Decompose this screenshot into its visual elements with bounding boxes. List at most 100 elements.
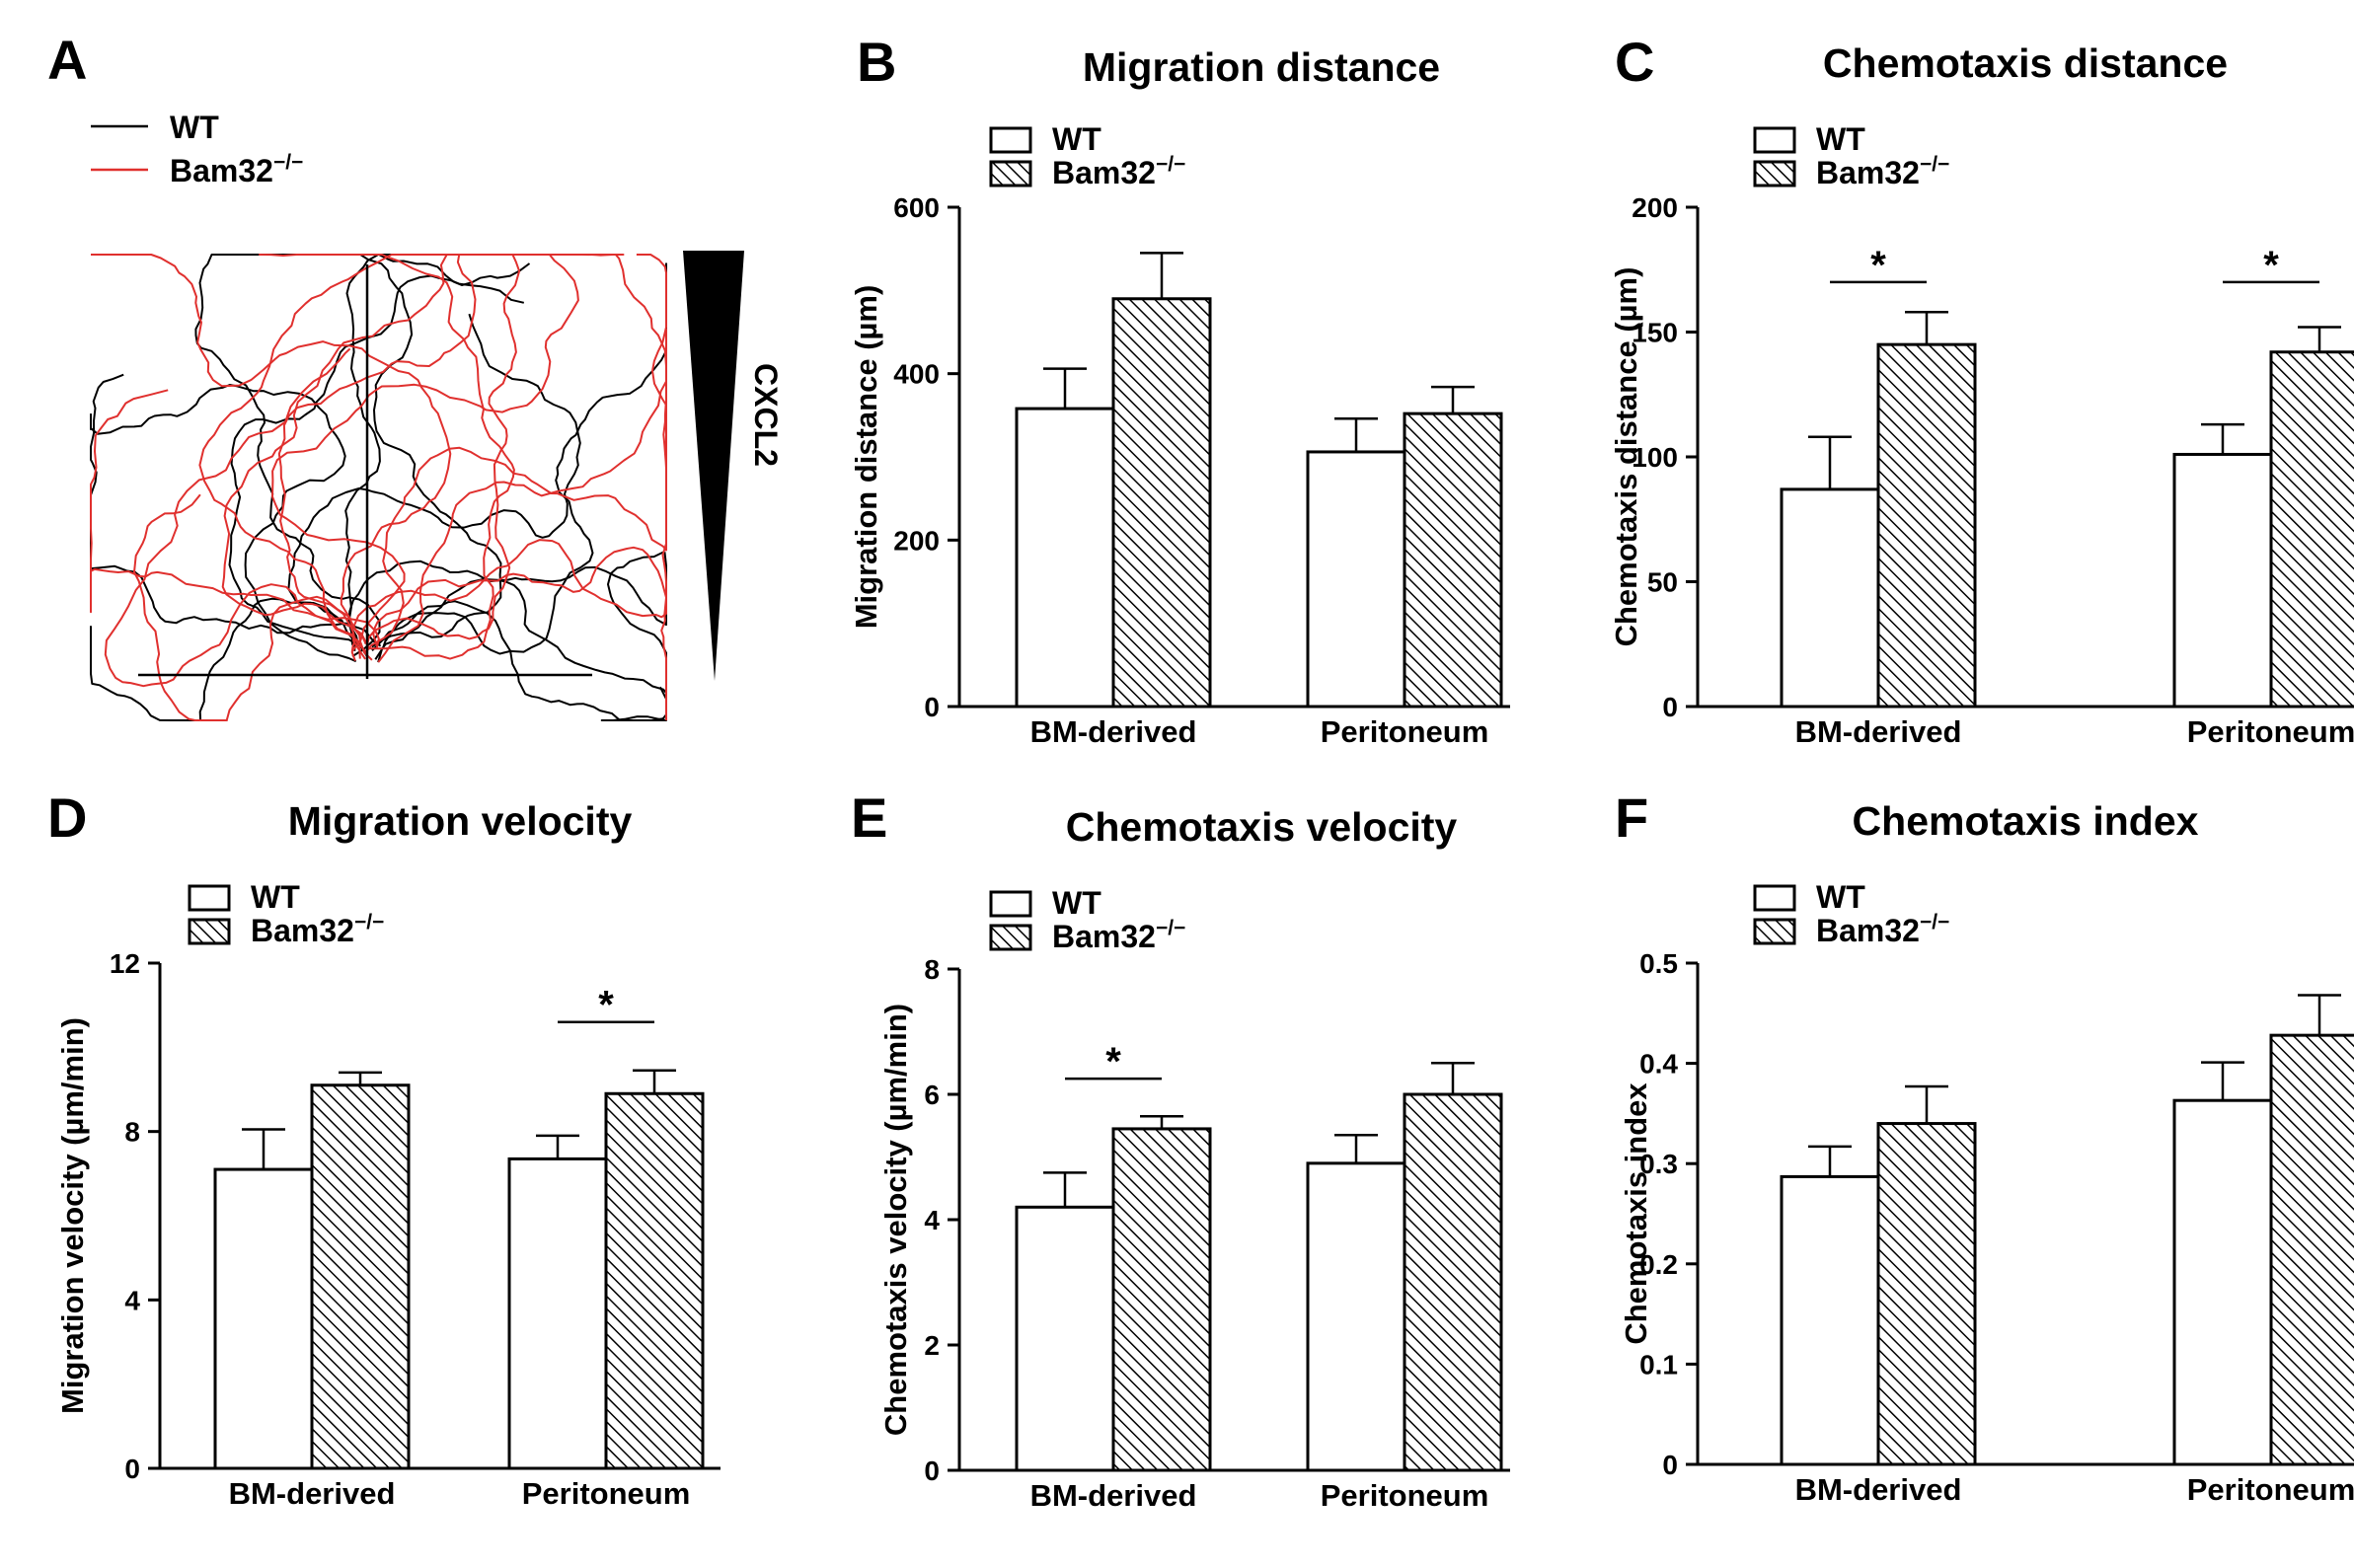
y-tick-label: 100 xyxy=(1632,442,1678,473)
x-category-label: Peritoneum xyxy=(2187,1472,2354,1507)
x-category-label: BM-derived xyxy=(1795,1472,1962,1507)
cell-track xyxy=(133,493,367,721)
y-tick-label: 0 xyxy=(1662,1450,1678,1480)
bar-wt-bm-derived xyxy=(1015,1205,1115,1472)
x-category-label: BM-derived xyxy=(1795,714,1962,749)
significance-marker: * xyxy=(598,984,614,1027)
x-category-label: BM-derived xyxy=(1030,714,1197,749)
y-tick-label: 4 xyxy=(924,1205,940,1235)
y-tick-label: 8 xyxy=(124,1117,140,1148)
bar-wt-peritoneum xyxy=(1306,1161,1406,1472)
x-category-label: Peritoneum xyxy=(522,1476,691,1511)
x-category-label: BM-derived xyxy=(1030,1478,1197,1513)
x-category-label: Peritoneum xyxy=(1321,714,1489,749)
legend-swatch xyxy=(188,884,231,912)
y-tick-label: 0.2 xyxy=(1639,1249,1678,1280)
cell-track xyxy=(377,254,667,663)
cell-track xyxy=(194,254,381,657)
legend-swatch xyxy=(989,126,1032,154)
y-tick-label: 0.3 xyxy=(1639,1149,1678,1179)
y-tick-label: 0 xyxy=(924,692,940,722)
bar-bam32-bm-derived xyxy=(1876,342,1977,709)
cell-track xyxy=(104,347,373,688)
legend-swatch xyxy=(1753,160,1796,187)
y-tick-label: 400 xyxy=(893,359,940,390)
legend-label: Bam32−/− xyxy=(251,911,384,948)
legend-label: Bam32−/− xyxy=(1816,911,1949,948)
cell-track xyxy=(221,254,530,650)
panel-letter: C xyxy=(1615,31,1654,93)
bar-wt-bm-derived xyxy=(1780,1174,1880,1466)
cell-track xyxy=(90,389,380,649)
bar-wt-peritoneum xyxy=(1306,450,1406,709)
panel-letter: E xyxy=(851,786,887,849)
bar-bam32-bm-derived xyxy=(1876,1122,1977,1466)
cell-track xyxy=(351,254,667,660)
y-tick-label: 6 xyxy=(924,1080,940,1110)
legend-swatch xyxy=(989,160,1032,187)
y-tick-label: 0 xyxy=(124,1454,140,1484)
bar-wt-peritoneum xyxy=(2172,1098,2273,1466)
bar-wt-peritoneum xyxy=(507,1157,608,1470)
chart-title: Chemotaxis index xyxy=(1853,798,2199,844)
y-axis-label: Migration velocity (µm/min) xyxy=(55,1017,90,1414)
bar-bam32-peritoneum xyxy=(1403,411,1503,709)
bar-wt-bm-derived xyxy=(1780,487,1880,709)
bar-charts: B Migration distanceWTBam32−/−0200400600M… xyxy=(47,31,2354,1513)
x-category-label: BM-derived xyxy=(229,1476,396,1511)
legend-swatch xyxy=(1753,918,1796,945)
cell-track xyxy=(287,313,581,644)
y-tick-label: 200 xyxy=(893,525,940,556)
cell-track xyxy=(277,254,477,662)
bar-wt-bm-derived xyxy=(213,1167,314,1470)
panel-a: A WT Bam32−/− CXCL2 xyxy=(47,29,784,721)
legend-swatch xyxy=(989,890,1032,918)
cell-track xyxy=(366,329,667,652)
bar-bam32-bm-derived xyxy=(1111,1127,1212,1472)
y-axis-label: Migration distance (µm) xyxy=(849,285,883,630)
cell-track xyxy=(90,254,452,653)
chart-title: Chemotaxis velocity xyxy=(1066,804,1458,850)
bar-bam32-bm-derived xyxy=(310,1083,411,1470)
cxcl2-gradient-wedge xyxy=(683,251,744,681)
y-tick-label: 4 xyxy=(124,1285,140,1315)
legend-label: WT xyxy=(251,879,300,915)
panel-letter: B xyxy=(857,31,896,93)
legend-label: WT xyxy=(1052,885,1101,921)
x-category-label: Peritoneum xyxy=(2187,714,2354,749)
y-axis-label: Chemotaxis distance (µm) xyxy=(1609,267,1643,647)
gradient-label: CXCL2 xyxy=(748,363,784,467)
legend-label-wt: WT xyxy=(170,110,219,145)
significance-marker: * xyxy=(1105,1040,1121,1083)
bar-bam32-bm-derived xyxy=(1111,297,1212,709)
y-tick-label: 150 xyxy=(1632,318,1678,348)
chart-title: Migration velocity xyxy=(288,798,633,844)
legend-swatch xyxy=(989,924,1032,951)
legend-label: WT xyxy=(1816,879,1865,915)
y-tick-label: 200 xyxy=(1632,192,1678,223)
chart-title: Migration distance xyxy=(1083,44,1440,90)
legend-label: Bam32−/− xyxy=(1052,153,1185,190)
y-axis-label: Chemotaxis velocity (µm/min) xyxy=(878,1004,913,1436)
y-tick-label: 0.1 xyxy=(1639,1349,1678,1380)
cell-track xyxy=(90,373,382,647)
bar-wt-peritoneum xyxy=(2172,452,2273,709)
cell-track xyxy=(372,546,667,720)
y-axis-label: Chemotaxis index xyxy=(1619,1083,1653,1345)
significance-marker: * xyxy=(2263,244,2279,287)
legend-label: WT xyxy=(1052,121,1101,157)
cell-track xyxy=(259,254,515,660)
y-tick-label: 12 xyxy=(110,948,140,979)
y-tick-label: 2 xyxy=(924,1330,940,1361)
legend-label: Bam32−/− xyxy=(1052,917,1185,954)
cell-track xyxy=(198,254,469,659)
panel-letter-a: A xyxy=(47,29,87,91)
significance-marker: * xyxy=(1870,244,1886,287)
legend-swatch xyxy=(1753,884,1796,912)
legend-label-bam32: Bam32−/− xyxy=(170,151,303,188)
cell-track xyxy=(371,600,667,721)
